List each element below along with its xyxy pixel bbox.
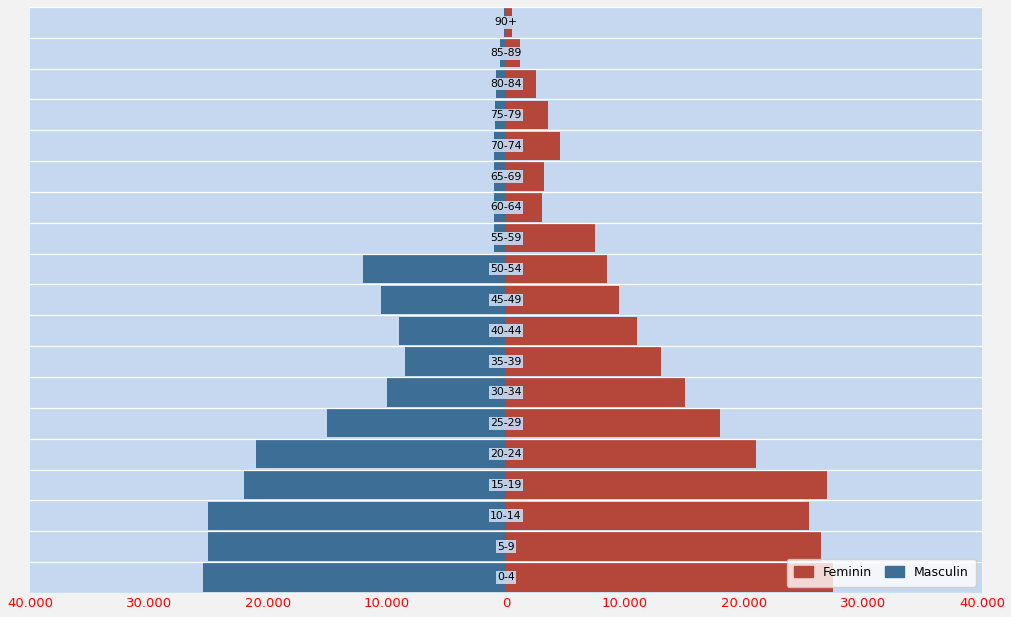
- Bar: [208, 532, 506, 561]
- Bar: [363, 255, 506, 283]
- Bar: [506, 440, 755, 468]
- Bar: [381, 286, 506, 314]
- Bar: [506, 162, 544, 191]
- Text: 55-59: 55-59: [489, 233, 522, 243]
- Bar: [208, 502, 506, 530]
- Bar: [503, 8, 506, 36]
- Bar: [506, 502, 809, 530]
- Text: 30-34: 30-34: [489, 387, 522, 397]
- Text: 45-49: 45-49: [489, 295, 522, 305]
- Bar: [506, 70, 535, 98]
- Bar: [386, 378, 506, 407]
- Text: 40-44: 40-44: [489, 326, 522, 336]
- Bar: [496, 70, 506, 98]
- Legend: Feminin, Masculin: Feminin, Masculin: [787, 558, 975, 587]
- Text: 90+: 90+: [494, 17, 517, 27]
- Bar: [499, 39, 506, 67]
- Text: 20-24: 20-24: [489, 449, 522, 459]
- Text: 65-69: 65-69: [489, 172, 522, 181]
- Bar: [493, 224, 506, 252]
- Bar: [506, 193, 541, 222]
- Text: 70-74: 70-74: [489, 141, 522, 151]
- Bar: [506, 39, 520, 67]
- Bar: [202, 563, 506, 592]
- Bar: [506, 255, 607, 283]
- Bar: [506, 101, 547, 129]
- Bar: [506, 471, 827, 499]
- Bar: [506, 409, 720, 437]
- Bar: [398, 317, 506, 345]
- Text: 60-64: 60-64: [489, 202, 522, 212]
- Bar: [506, 131, 559, 160]
- Bar: [493, 131, 506, 160]
- Bar: [506, 347, 660, 376]
- Text: 85-89: 85-89: [489, 48, 522, 58]
- Text: 5-9: 5-9: [496, 542, 515, 552]
- Bar: [404, 347, 506, 376]
- Bar: [493, 193, 506, 222]
- Text: 75-79: 75-79: [489, 110, 522, 120]
- Bar: [506, 532, 821, 561]
- Bar: [494, 101, 506, 129]
- Text: 50-54: 50-54: [489, 264, 522, 274]
- Bar: [244, 471, 506, 499]
- Text: 80-84: 80-84: [489, 79, 522, 89]
- Bar: [506, 317, 636, 345]
- Text: 35-39: 35-39: [489, 357, 522, 366]
- Bar: [493, 162, 506, 191]
- Bar: [256, 440, 506, 468]
- Text: 0-4: 0-4: [496, 573, 515, 582]
- Text: 15-19: 15-19: [489, 480, 522, 490]
- Text: 10-14: 10-14: [489, 511, 522, 521]
- Bar: [506, 378, 683, 407]
- Bar: [506, 563, 832, 592]
- Bar: [506, 8, 512, 36]
- Bar: [506, 286, 619, 314]
- Text: 25-29: 25-29: [489, 418, 522, 428]
- Bar: [506, 224, 594, 252]
- Bar: [328, 409, 506, 437]
